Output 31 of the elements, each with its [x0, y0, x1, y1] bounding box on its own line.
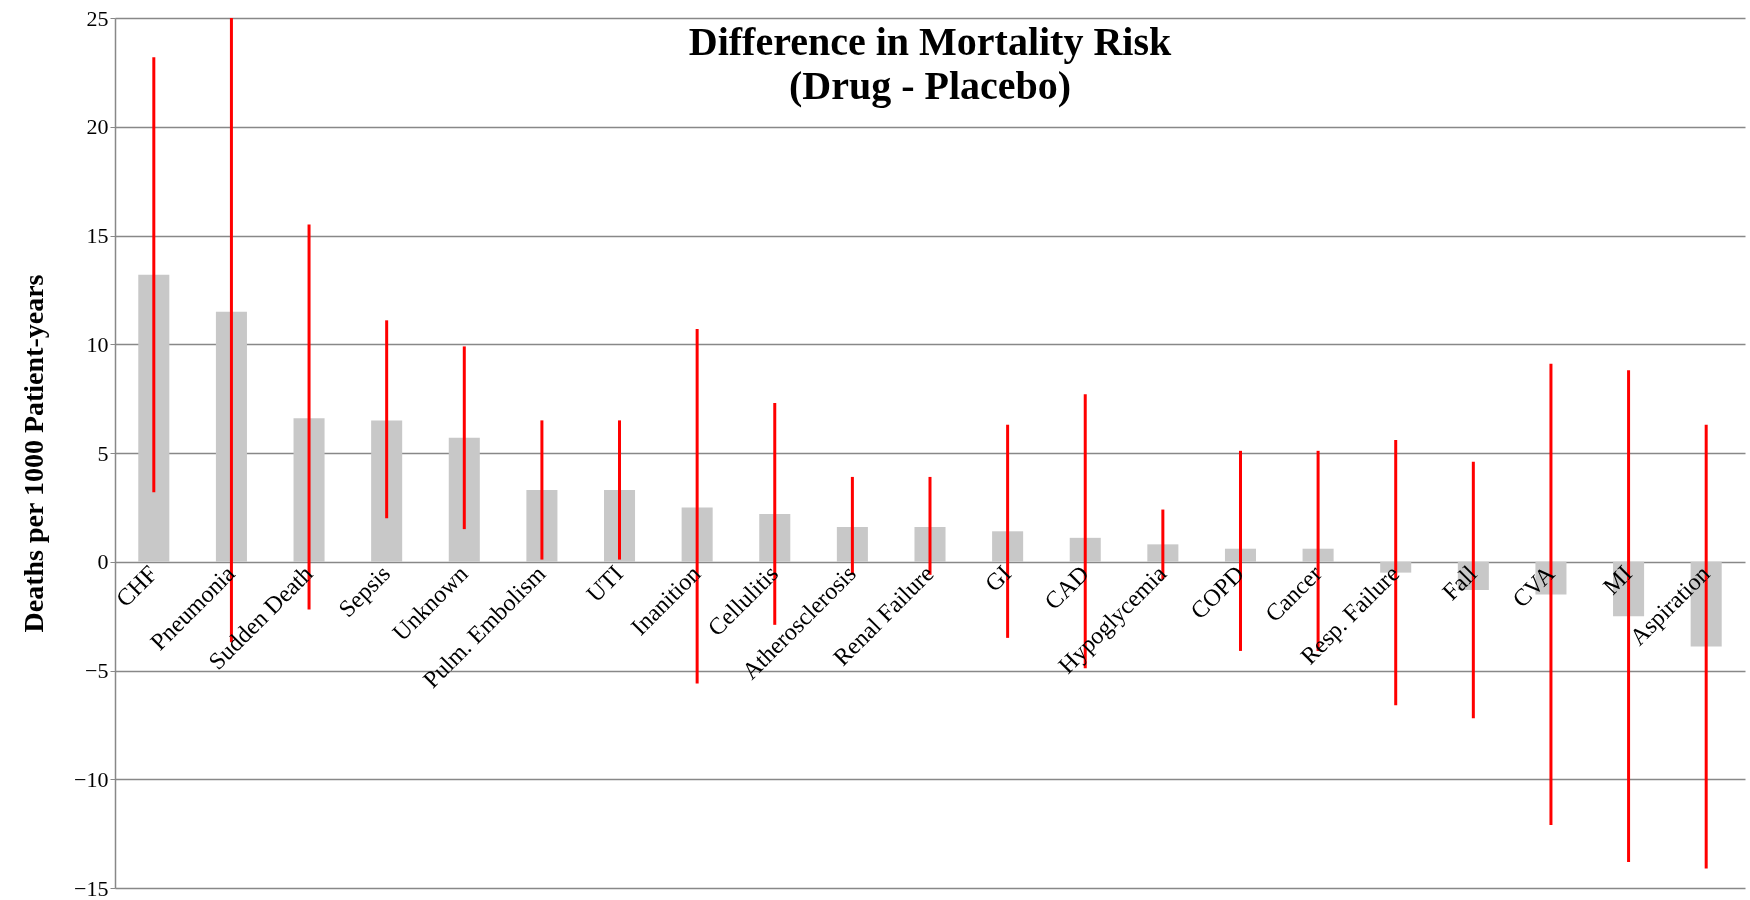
bar: [526, 489, 558, 562]
bar: [293, 418, 325, 562]
bar: [1147, 544, 1179, 562]
y-tick-label: 0: [97, 549, 109, 575]
bar: [448, 437, 480, 562]
y-tick-label: −10: [74, 766, 109, 792]
y-tick-label: 10: [86, 331, 109, 357]
x-tick-label: CVA: [1507, 559, 1560, 613]
bar: [1302, 548, 1334, 562]
x-tick-label: MI: [1597, 560, 1638, 600]
y-tick-label: 5: [97, 440, 109, 466]
bar: [371, 420, 403, 562]
bar: [836, 526, 868, 562]
y-tick-label: 25: [86, 5, 109, 31]
y-tick-label: 20: [86, 114, 109, 140]
x-tick-label: Fall: [1437, 560, 1483, 606]
x-tick-label: UTI: [581, 560, 629, 608]
bar: [992, 531, 1024, 562]
y-tick-label: 15: [86, 223, 109, 248]
text: (Drug - Placebo): [788, 63, 1072, 108]
bar: [215, 311, 247, 562]
bar: [914, 526, 946, 562]
y-tick-label: −5: [85, 658, 109, 683]
bar: [759, 513, 791, 562]
y-tick-label: −15: [74, 875, 109, 900]
chart-title: Difference in Mortality Risk: [688, 19, 1172, 64]
bar: [681, 507, 713, 562]
bar: [138, 274, 170, 562]
bar: [1069, 537, 1101, 562]
x-tick-label: GI: [979, 560, 1017, 597]
y-axis-title: Deaths per 1000 Patient-years: [18, 274, 50, 633]
